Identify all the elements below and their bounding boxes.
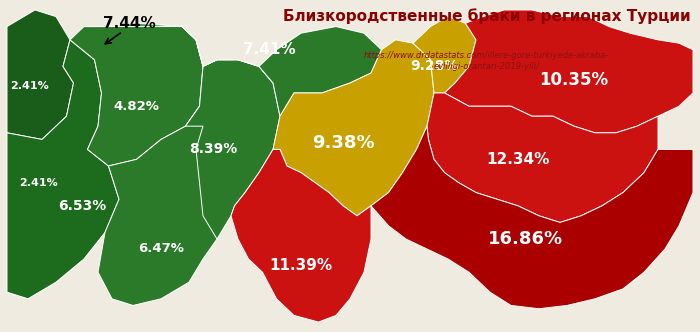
Polygon shape [371, 126, 693, 309]
Text: 6.53%: 6.53% [59, 199, 106, 213]
Text: 16.86%: 16.86% [487, 230, 563, 248]
Polygon shape [259, 27, 382, 116]
Text: Близкородственные браки в регионах Турции: Близкородственные браки в регионах Турци… [283, 8, 690, 24]
Polygon shape [427, 93, 658, 222]
Text: 8.39%: 8.39% [190, 142, 237, 156]
Polygon shape [444, 10, 693, 133]
Polygon shape [84, 23, 382, 93]
Polygon shape [186, 60, 280, 239]
Polygon shape [7, 40, 119, 299]
Polygon shape [98, 106, 238, 305]
Text: 9.38%: 9.38% [312, 134, 374, 152]
Polygon shape [413, 17, 476, 93]
Text: 4.82%: 4.82% [113, 100, 160, 113]
Text: 12.34%: 12.34% [486, 152, 550, 167]
Text: 2.41%: 2.41% [19, 178, 58, 188]
Text: 2.41%: 2.41% [10, 81, 49, 91]
Text: 9.28%: 9.28% [410, 59, 459, 73]
Text: 10.35%: 10.35% [540, 71, 608, 89]
Text: 7.41%: 7.41% [243, 42, 296, 57]
Polygon shape [7, 10, 74, 139]
Text: 7.44%: 7.44% [103, 16, 156, 31]
Polygon shape [273, 40, 434, 216]
Text: 6.47%: 6.47% [138, 242, 184, 256]
Polygon shape [70, 23, 203, 166]
Text: https://www.drdatastats.com/illere-gore-turkiyede-akraba-
evliligi-orantari-2019: https://www.drdatastats.com/illere-gore-… [364, 51, 609, 71]
Text: 11.39%: 11.39% [270, 258, 332, 273]
Polygon shape [231, 149, 371, 322]
